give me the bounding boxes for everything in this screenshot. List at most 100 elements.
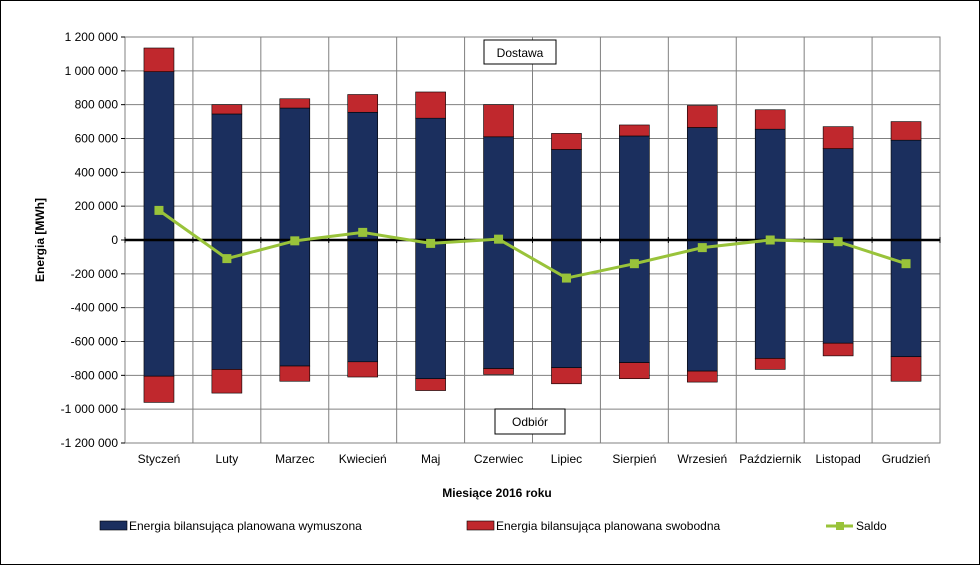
bar-swobodna-supply	[143, 47, 175, 72]
bar-wymuszona-supply	[619, 135, 650, 241]
bar-swobodna-withdrawal	[279, 365, 311, 382]
y-tick-label: -600 000	[71, 335, 119, 349]
x-tick-label: Luty	[216, 452, 239, 466]
bar-wymuszona-withdrawal	[822, 239, 854, 344]
y-tick-label: -200 000	[71, 267, 119, 281]
legend-item-swobodna: Energia bilansująca planowana swobodna	[466, 519, 720, 533]
bar-wymuszona-withdrawal	[619, 239, 650, 363]
bar-swobodna-withdrawal	[619, 362, 650, 380]
bar-swobodna-withdrawal	[551, 367, 582, 385]
bar-swobodna-withdrawal	[347, 361, 379, 378]
bar-wymuszona-supply	[415, 117, 446, 241]
bar-swobodna-supply	[551, 133, 582, 150]
y-tick-label: 800 000	[75, 98, 119, 112]
bar-swobodna-supply	[279, 98, 311, 109]
legend-label-wymuszona: Energia bilansująca planowana wymuszona	[129, 519, 362, 533]
y-tick-label: -800 000	[71, 368, 119, 382]
bar-wymuszona-withdrawal	[347, 239, 379, 363]
bar-wymuszona-withdrawal	[890, 239, 922, 358]
saldo-series	[154, 205, 911, 283]
bar-swobodna-withdrawal	[143, 375, 175, 403]
y-tick-label: 400 000	[75, 165, 119, 179]
saldo-marker	[154, 205, 164, 215]
saldo-marker	[629, 259, 639, 269]
legend-swatch-wymuszona	[99, 520, 128, 531]
saldo-marker	[561, 273, 571, 283]
bar-swobodna-withdrawal	[415, 378, 446, 391]
saldo-marker	[765, 235, 775, 245]
y-tick-label: 0	[111, 233, 118, 247]
y-tick-label: 1 200 000	[65, 30, 119, 44]
saldo-line	[158, 209, 907, 280]
saldo-marker	[290, 236, 300, 246]
bar-wymuszona-withdrawal	[551, 239, 582, 369]
bar-wymuszona-withdrawal	[686, 239, 718, 372]
bar-wymuszona-withdrawal	[143, 239, 175, 377]
bar-wymuszona-withdrawal	[483, 239, 514, 369]
bar-wymuszona-withdrawal	[415, 239, 446, 380]
legend-item-saldo: Saldo	[826, 519, 887, 533]
y-tick-label: -400 000	[71, 301, 119, 315]
bar-swobodna-withdrawal	[754, 358, 786, 370]
bar-swobodna-withdrawal	[686, 370, 718, 383]
x-tick-label: Marzec	[275, 452, 314, 466]
saldo-marker	[833, 237, 843, 247]
bar-wymuszona-supply	[551, 149, 582, 241]
saldo-marker	[697, 243, 707, 253]
annotation-odbior-text: Odbiór	[512, 415, 548, 429]
y-axis-title: Energia [MWh]	[33, 198, 47, 282]
saldo-marker	[222, 254, 232, 264]
bar-wymuszona-supply	[211, 113, 243, 241]
bar-wymuszona-supply	[686, 127, 718, 241]
bar-wymuszona-supply	[483, 136, 514, 241]
annotation-dostawa: Dostawa	[483, 39, 557, 65]
x-tick-label: Październik	[739, 452, 802, 466]
legend: Energia bilansująca planowana wymuszona …	[99, 519, 887, 533]
bar-swobodna-supply	[686, 105, 718, 128]
bar-swobodna-supply	[483, 104, 514, 138]
y-tick-labels: 1 200 000 1 000 000 800 000 600 000 400 000 2…	[61, 30, 125, 450]
legend-marker-saldo	[836, 522, 844, 530]
bar-wymuszona-supply	[890, 139, 922, 241]
x-tick-label: Styczeń	[138, 452, 181, 466]
bar-wymuszona-supply	[279, 107, 311, 241]
y-tick-label: -1 200 000	[61, 436, 119, 450]
bar-wymuszona-supply	[754, 128, 786, 241]
x-tick-label: Sierpień	[612, 452, 656, 466]
x-tick-label: Maj	[421, 452, 440, 466]
bar-wymuszona-supply	[822, 148, 854, 241]
x-tick-label: Lipiec	[551, 452, 582, 466]
y-tick-label: -1 000 000	[61, 402, 119, 416]
legend-label-swobodna: Energia bilansująca planowana swobodna	[496, 519, 720, 533]
x-tick-label: Listopad	[815, 452, 860, 466]
bar-wymuszona-withdrawal	[279, 239, 311, 367]
saldo-marker	[358, 227, 368, 237]
y-tick-label: 1 000 000	[65, 64, 119, 78]
x-tick-label: Wrzesień	[677, 452, 727, 466]
saldo-marker	[901, 259, 911, 269]
x-tick-label: Czerwiec	[474, 452, 523, 466]
bar-swobodna-supply	[347, 94, 379, 113]
bar-swobodna-withdrawal	[483, 368, 514, 375]
legend-item-wymuszona: Energia bilansująca planowana wymuszona	[99, 519, 362, 533]
bar-swobodna-withdrawal	[890, 356, 922, 382]
annotation-odbior: Odbiór	[494, 408, 566, 435]
x-tick-label: Grudzień	[882, 452, 931, 466]
bar-wymuszona-supply	[347, 111, 379, 241]
legend-swatch-swobodna	[466, 520, 495, 531]
bar-swobodna-supply	[754, 109, 786, 130]
y-tick-label: 600 000	[75, 132, 119, 146]
bar-swobodna-supply	[822, 126, 854, 149]
gridlines	[125, 36, 940, 444]
x-tick-labels: Styczeń Luty Marzec Kwiecień Maj Czerwiec Lipi…	[138, 452, 931, 466]
x-tick-label: Kwiecień	[339, 452, 387, 466]
bar-swobodna-withdrawal	[211, 369, 243, 394]
y-tick-label: 200 000	[75, 199, 119, 213]
saldo-marker	[426, 238, 436, 248]
bar-wymuszona-withdrawal	[754, 239, 786, 359]
bar-swobodna-supply	[415, 91, 446, 119]
bar-swobodna-supply	[890, 121, 922, 141]
legend-label-saldo: Saldo	[856, 519, 887, 533]
annotation-dostawa-text: Dostawa	[497, 46, 544, 60]
